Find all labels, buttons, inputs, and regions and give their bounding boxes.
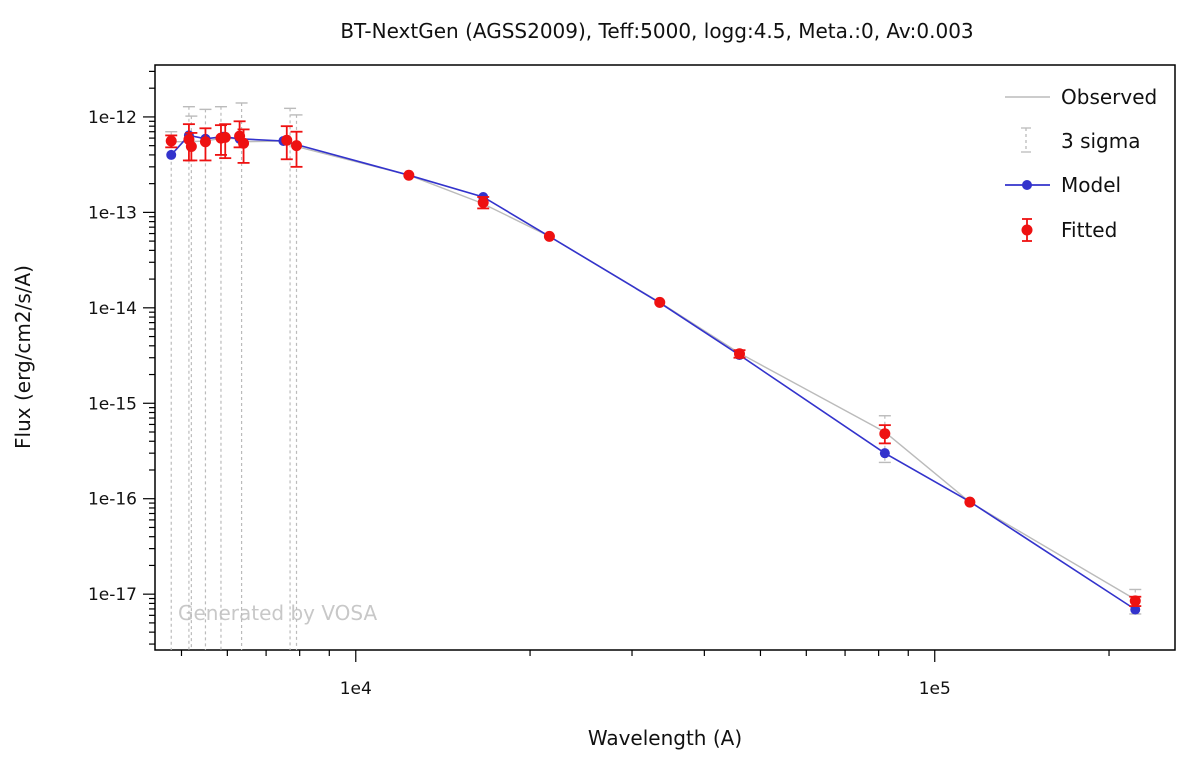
fitted-point [733, 348, 745, 360]
x-tick-label: 1e5 [919, 679, 951, 699]
fitted-point-group [280, 125, 293, 161]
fitted-point [291, 140, 303, 152]
fitted-point [879, 428, 891, 440]
fitted-point [1129, 595, 1141, 607]
fitted-series [165, 120, 1142, 607]
fitted-point-group [878, 424, 891, 445]
fitted-point-group [654, 296, 666, 308]
sigma-errorbar [165, 131, 178, 650]
y-axis-title: Flux (erg/cm2/s/A) [11, 265, 35, 449]
legend-model-swatch [1005, 180, 1050, 190]
fitted-point-group [237, 128, 250, 164]
sigma-errorbars [165, 102, 1142, 650]
fitted-point [477, 196, 489, 208]
legend-fitted-label: Fitted [1061, 218, 1117, 242]
y-tick-label: 1e-12 [88, 108, 137, 128]
fitted-point [165, 135, 177, 147]
watermark: Generated by VOSA [178, 601, 377, 625]
fitted-point-group [219, 123, 232, 160]
fitted-point-group [733, 348, 746, 360]
sigma-errorbar [185, 115, 198, 650]
x-tick-label: 1e4 [340, 679, 372, 699]
fitted-point [403, 169, 415, 181]
model-point [1130, 604, 1141, 615]
y-tick-label: 1e-15 [88, 394, 137, 414]
legend-sigma-swatch [1021, 127, 1031, 153]
fitted-point-group [477, 196, 490, 210]
legend: Observed 3 sigma Model Fitted [1005, 85, 1157, 242]
fitted-point-group [1129, 595, 1142, 607]
legend-sigma-label: 3 sigma [1061, 129, 1141, 153]
sigma-errorbar [199, 108, 212, 650]
fitted-point-group [543, 230, 555, 242]
model-point [879, 448, 890, 459]
fitted-point-group [290, 130, 303, 168]
chart-title: BT-NextGen (AGSS2009), Teff:5000, logg:4… [340, 19, 973, 43]
fitted-point-group [165, 134, 178, 149]
fitted-point-group [199, 127, 212, 162]
x-axis-ticks: 1e4 1e5 [180, 650, 1110, 699]
y-tick-label: 1e-14 [88, 299, 137, 319]
fitted-point [238, 137, 250, 149]
sigma-errorbar [290, 114, 303, 650]
y-tick-label: 1e-17 [88, 585, 137, 605]
plot-frame [154, 64, 1176, 651]
legend-observed-label: Observed [1061, 85, 1157, 109]
legend-fitted-swatch [1021, 218, 1033, 242]
y-tick-label: 1e-13 [88, 203, 137, 223]
model-line [170, 134, 1136, 611]
fitted-point [219, 131, 231, 143]
fitted-point [199, 136, 211, 148]
sigma-errorbar [284, 107, 297, 650]
observed-series [171, 137, 1136, 601]
fitted-point-group [185, 132, 198, 162]
observed-line [171, 137, 1136, 601]
legend-model-label: Model [1061, 173, 1121, 197]
x-axis-title: Wavelength (A) [588, 726, 742, 750]
y-axis-ticks: 1e-12 1e-13 1e-14 1e-15 1e-16 1e-17 [88, 70, 155, 645]
fitted-point [543, 230, 555, 242]
fitted-point-group [964, 496, 976, 508]
sigma-errorbar [214, 105, 227, 650]
fitted-point [185, 140, 197, 152]
fitted-point [654, 296, 666, 308]
y-tick-label: 1e-16 [88, 490, 137, 510]
fitted-point [964, 496, 976, 508]
model-point [166, 149, 177, 160]
fitted-point-group [403, 169, 415, 181]
sigma-errorbar [235, 102, 248, 650]
fitted-point [281, 134, 293, 146]
sigma-errorbar [182, 105, 195, 650]
model-series [166, 130, 1141, 615]
